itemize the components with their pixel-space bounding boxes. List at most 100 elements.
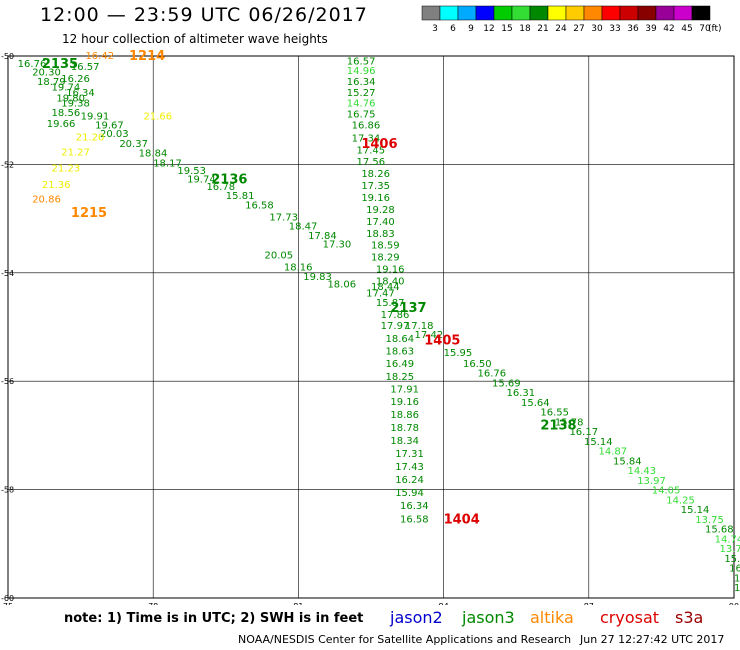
wave-height-value: 16.58 <box>245 201 274 212</box>
wave-height-value: 18.79 <box>37 77 66 88</box>
wave-height-value: 14.76 <box>347 99 376 110</box>
wave-height-value: 18.26 <box>361 169 390 180</box>
wave-height-value: 13.75 <box>695 515 724 526</box>
wave-height-value: 15.64 <box>521 398 550 409</box>
wave-height-value: 16.57 <box>71 62 100 73</box>
wave-height-value: 16.75 <box>347 110 376 121</box>
legend-bin-label: 27 <box>573 24 584 34</box>
wave-height-value: 18.64 <box>386 334 415 345</box>
wave-height-value: 13.97 <box>637 476 666 487</box>
y-tick-label: -52 <box>1 160 14 169</box>
legend-unit: (ft) <box>708 24 722 34</box>
wave-height-value: 21.27 <box>61 147 90 158</box>
legend-bin-label: 70 <box>699 24 711 34</box>
wave-height-value: 21.36 <box>42 180 71 191</box>
wave-height-value: 16.49 <box>386 359 415 370</box>
wave-height-value: 17.56 <box>356 157 385 168</box>
wave-height-value: 19.38 <box>61 99 90 110</box>
legend-bin-label: 42 <box>663 24 674 34</box>
wave-height-value: 19.53 <box>177 166 206 177</box>
credit-text: NOAA/NESDIS Center for Satellite Applica… <box>238 633 572 646</box>
pass-time-label: 1215 <box>71 206 107 221</box>
wave-height-value: 17.45 <box>356 145 385 156</box>
legend-bin-label: 36 <box>627 24 639 34</box>
wave-height-value: 16.76 <box>18 59 47 70</box>
legend-bin-label: 21 <box>537 24 548 34</box>
wave-height-value: 15 <box>734 583 740 594</box>
legend-bin-label: 6 <box>450 24 456 34</box>
page-subtitle: 12 hour collection of altimeter wave hei… <box>62 32 328 46</box>
wave-height-value: 18.84 <box>139 149 168 160</box>
map-frame <box>7 55 735 599</box>
wave-height-value: 21.20 <box>76 132 105 143</box>
wave-height-value: 21.23 <box>52 164 81 175</box>
wave-height-value: 15.87 <box>376 298 405 309</box>
wave-height-value: 16.50 <box>463 359 492 370</box>
y-tick-label: -54 <box>1 269 14 278</box>
satellite-label-jason2: jason2 <box>390 608 443 627</box>
pass-time-label: 2138 <box>540 419 576 434</box>
wave-height-value: 17.40 <box>366 217 395 228</box>
wave-height-value: 17.31 <box>395 449 424 460</box>
satellite-label-s3a: s3a <box>675 608 704 627</box>
wave-height-value: 17.91 <box>390 384 419 395</box>
wave-height-value: 18.59 <box>371 241 400 252</box>
legend-bin-label: 24 <box>555 24 567 34</box>
wave-height-value: 16.78 <box>206 182 235 193</box>
wave-height-value: 16.86 <box>352 120 381 131</box>
wave-height-value: 18.56 <box>52 108 81 119</box>
y-tick-label: -60 <box>1 594 14 603</box>
wave-height-value: 19.74 <box>52 82 81 93</box>
wave-height-map: 75 78 81 84 87 90 -50 -52 -54 -56 -58 -60 16.42 1214 1… <box>1 49 740 605</box>
legend-bin-label: 15 <box>501 24 512 34</box>
legend-bin-label: 3 <box>432 24 438 34</box>
wave-height-value: 15.14 <box>584 437 613 448</box>
wave-height-value: 19.83 <box>303 272 332 283</box>
pass-time-label: 1404 <box>444 512 480 527</box>
wave-height-value: 15.69 <box>492 378 521 389</box>
wave-height-value: 15.81 <box>226 191 255 202</box>
wave-height-value: 15.95 <box>444 348 473 359</box>
wave-height-value: 18.47 <box>289 222 318 233</box>
wave-height-value: 17.97 <box>381 321 410 332</box>
wave-height-value: 19.28 <box>366 205 395 216</box>
wave-height-value: 15.79 <box>724 554 740 565</box>
legend-bin-label: 39 <box>645 24 657 34</box>
swh-color-legend: 3 6 9 12 15 18 21 24 27 30 33 36 39 42 45 70(ft) <box>421 5 722 34</box>
wave-height-value: 20.30 <box>32 67 61 78</box>
wave-height-value: 18.29 <box>371 253 400 264</box>
wave-height-value: 21.66 <box>144 112 173 123</box>
wave-height-value: 17.35 <box>361 181 390 192</box>
x-tick-label: 87 <box>584 602 594 605</box>
wave-height-value: 17.18 <box>405 321 434 332</box>
wave-height-value: 18.40 <box>376 276 405 287</box>
page-title: 12:00 — 23:59 UTC 06/26/2017 <box>40 4 368 26</box>
wave-height-value: 17.73 <box>269 213 298 224</box>
pass-time-label: 1405 <box>424 334 460 349</box>
wave-height-value: 14.74 <box>715 534 740 545</box>
wave-height-value: 18.25 <box>386 372 415 383</box>
wave-height-value: 18.16 <box>284 262 313 273</box>
wave-height-value: 15.14 <box>681 505 710 516</box>
wave-height-value: 16.42 <box>85 51 114 62</box>
wave-height-value: 16.55 <box>540 408 569 419</box>
legend-bin-label: 30 <box>591 24 603 34</box>
wave-height-value: 18.86 <box>390 410 419 421</box>
y-tick-label: -56 <box>1 377 14 386</box>
satellite-label-cryosat: cryosat <box>600 608 660 627</box>
wave-height-value: 15.78 <box>555 417 584 428</box>
x-tick-label: 78 <box>148 602 158 605</box>
wave-height-value: 16.26 <box>61 74 90 85</box>
footer-note: note: 1) Time is in UTC; 2) SWH is in fe… <box>64 611 364 626</box>
wave-height-value: 17.43 <box>395 462 424 473</box>
wave-height-value: 20.86 <box>32 195 61 206</box>
wave-height-value: 14.25 <box>666 495 695 506</box>
wave-height-value: 19.67 <box>95 120 124 131</box>
wave-height-value: 16.24 <box>395 475 424 486</box>
pass-time-label: 1406 <box>361 137 397 152</box>
pass-time-label: 1214 <box>129 49 165 64</box>
wave-height-value: 18.83 <box>366 229 395 240</box>
wave-height-value: 18.44 <box>371 282 400 293</box>
wave-height-value: 19.74 <box>187 175 216 186</box>
pass-time-label: 2136 <box>211 173 247 188</box>
